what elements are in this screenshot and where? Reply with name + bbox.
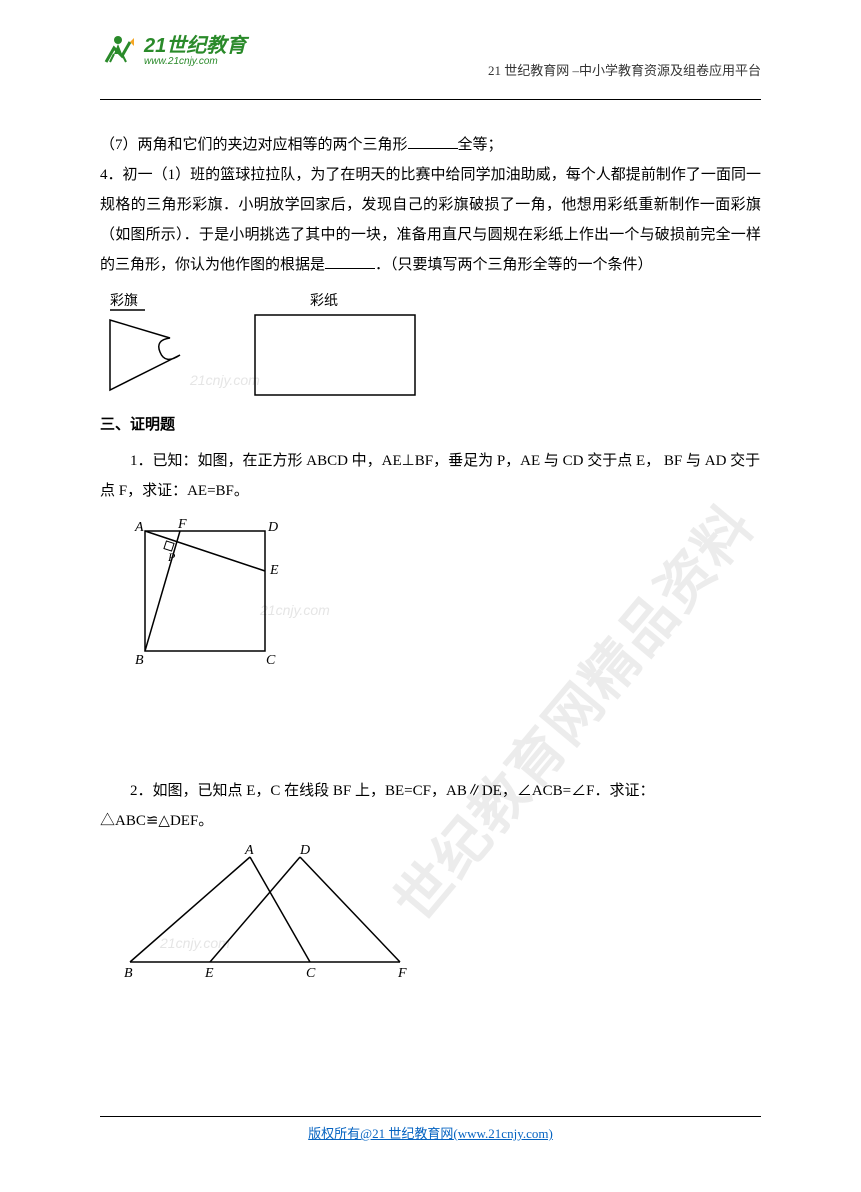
page-footer: 版权所有@21 世纪教育网(www.21cnjy.com) (100, 1116, 761, 1142)
flag-figure: 彩旗 (100, 290, 210, 400)
logo-text-block: 21世纪教育 www.21cnjy.com (144, 29, 246, 67)
q4-tail: ．（只要填写两个三角形全等的一个条件） (375, 257, 653, 273)
paper-figure: 彩纸 (250, 290, 430, 400)
svg-text:E: E (204, 966, 214, 981)
svg-text:A: A (134, 520, 144, 535)
svg-text:A: A (244, 843, 254, 858)
header-right-text: 21 世纪教育网 –中小学教育资源及组卷应用平台 (488, 60, 761, 79)
footer-prefix: 版权所有@21 世纪教育网 (308, 1126, 453, 1141)
q4-blank (325, 255, 375, 269)
svg-text:E: E (269, 563, 279, 578)
paper-label: 彩纸 (310, 293, 338, 309)
proof-2: 2．如图，已知点 E，C 在线段 BF 上，BE=CF，AB∥DE，∠ACB=∠… (100, 776, 761, 836)
proof-1: 1．已知：如图，在正方形 ABCD 中，AE⊥BF，垂足为 P，AE 与 CD … (100, 446, 761, 506)
logo-title: 21世纪教育 (144, 35, 246, 57)
svg-text:F: F (177, 517, 187, 532)
logo-url: www.21cnjy.com (144, 56, 246, 67)
svg-text:F: F (397, 966, 407, 981)
footer-link[interactable]: (www.21cnjy.com) (453, 1126, 552, 1141)
svg-text:C: C (306, 966, 316, 981)
proof-2-figure: A D B E C F (120, 842, 761, 982)
svg-text:B: B (135, 653, 144, 668)
proof-1-figure: A F D E P B C (120, 516, 761, 686)
logo: 21世纪教育 www.21cnjy.com (100, 28, 246, 68)
q4-figures: 彩旗 彩纸 (100, 290, 761, 400)
q7-blank (408, 135, 458, 149)
page-header: 21世纪教育 www.21cnjy.com 21 世纪教育网 –中小学教育资源及… (100, 0, 761, 100)
q7-after: 全等； (458, 137, 503, 153)
flag-label: 彩旗 (110, 293, 138, 309)
section-3-title: 三、证明题 (100, 410, 761, 440)
svg-text:D: D (267, 520, 278, 535)
spacer (100, 696, 761, 776)
svg-text:P: P (167, 550, 176, 564)
logo-icon (100, 28, 140, 68)
question-7: （7）两角和它们的夹边对应相等的两个三角形 全等； (100, 130, 761, 160)
svg-text:D: D (299, 843, 310, 858)
svg-text:C: C (266, 653, 276, 668)
question-4: 4．初一（1）班的篮球拉拉队，为了在明天的比赛中给同学加油助威，每个人都提前制作… (100, 160, 761, 280)
q7-before: （7）两角和它们的夹边对应相等的两个三角形 (100, 137, 408, 153)
svg-text:B: B (124, 966, 133, 981)
page-content: （7）两角和它们的夹边对应相等的两个三角形 全等； 4．初一（1）班的篮球拉拉队，… (100, 100, 761, 982)
